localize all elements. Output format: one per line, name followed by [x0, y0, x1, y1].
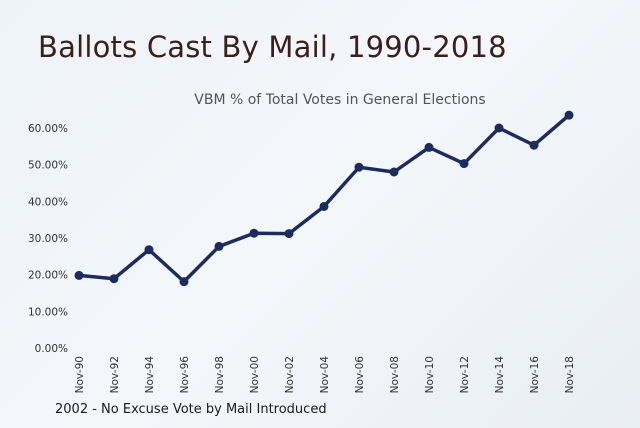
x-tick-label: Nov-04: [319, 356, 331, 394]
y-axis: 0.00% 10.00% 20.00% 30.00% 40.00% 50.00% 60.00…: [28, 123, 68, 355]
x-tick-label: Nov-90: [74, 356, 86, 393]
data-point: [179, 277, 189, 287]
y-tick-label: 0.00%: [35, 343, 68, 355]
chart-annotation: 2002 - No Excuse Vote by Mail Introduced: [55, 402, 327, 417]
data-point: [284, 229, 294, 239]
data-point: [109, 274, 119, 284]
data-point: [564, 110, 574, 120]
x-axis: Nov-90 Nov-92 Nov-94 Nov-96 Nov-98 Nov-00 Nov-…: [74, 356, 576, 394]
series-line: [78, 113, 571, 284]
y-tick-label: 40.00%: [28, 196, 68, 208]
data-point: [319, 201, 329, 211]
x-tick-label: Nov-06: [354, 356, 366, 394]
y-tick-label: 60.00%: [28, 123, 68, 135]
data-point: [354, 162, 364, 172]
x-tick-label: Nov-02: [284, 356, 296, 393]
data-point: [249, 228, 259, 238]
x-tick-label: Nov-18: [564, 356, 576, 393]
data-point: [494, 123, 504, 133]
chart-subtitle: VBM % of Total Votes in General Election…: [194, 92, 486, 108]
x-tick-label: Nov-94: [144, 356, 156, 394]
data-point: [214, 241, 224, 251]
x-tick-label: Nov-10: [424, 356, 436, 393]
data-point: [74, 270, 84, 280]
data-point: [424, 142, 434, 152]
data-point: [389, 167, 399, 177]
x-tick-label: Nov-98: [214, 356, 226, 393]
y-tick-label: 10.00%: [28, 306, 68, 318]
data-point: [459, 159, 469, 169]
y-tick-label: 50.00%: [28, 160, 68, 172]
data-point: [529, 140, 539, 150]
x-tick-label: Nov-92: [109, 356, 121, 393]
x-tick-label: Nov-16: [529, 356, 541, 394]
x-tick-label: Nov-12: [459, 356, 471, 393]
x-tick-label: Nov-08: [389, 356, 401, 393]
x-tick-label: Nov-00: [249, 356, 261, 393]
y-tick-label: 30.00%: [28, 233, 68, 245]
x-tick-label: Nov-14: [494, 356, 506, 394]
y-tick-label: 20.00%: [28, 270, 68, 282]
series-group: [74, 110, 574, 287]
chart-title: Ballots Cast By Mail, 1990-2018: [38, 30, 507, 64]
x-tick-label: Nov-96: [179, 356, 191, 394]
data-point: [144, 245, 154, 255]
